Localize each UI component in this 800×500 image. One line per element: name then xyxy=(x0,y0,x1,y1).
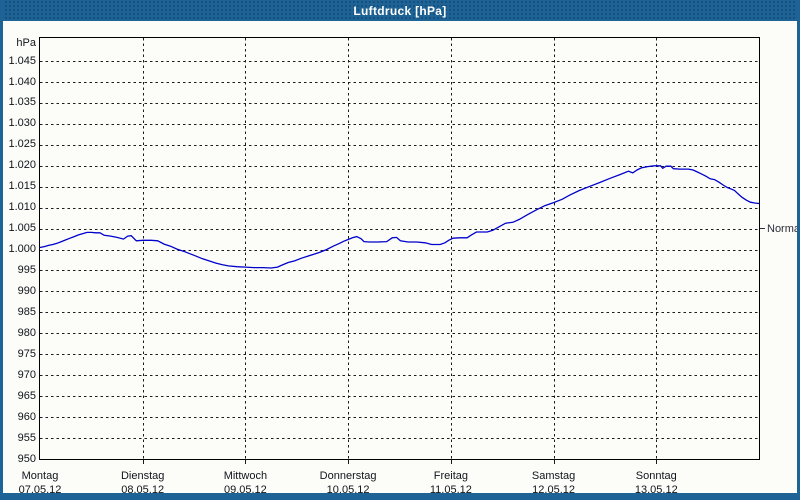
y-tick-label: 960 xyxy=(17,410,36,423)
day-date: 09.05.12 xyxy=(223,484,267,496)
y-tick-label: 1.030 xyxy=(8,117,36,130)
x-day-label: Samstag 12.05.12 xyxy=(499,470,609,496)
x-day-label: Donnerstag 10.05.12 xyxy=(293,470,403,496)
normal-pressure-marker: Normal xyxy=(760,222,800,236)
y-tick-label: 1.010 xyxy=(8,201,36,214)
day-name: Mittwoch xyxy=(223,470,268,482)
day-date: 12.05.12 xyxy=(532,484,575,496)
y-axis-unit-label: hPa xyxy=(16,37,36,49)
y-tick-label: 1.045 xyxy=(8,54,36,67)
x-day-label: Sonntag 13.05.12 xyxy=(601,470,711,496)
y-tick-label: 970 xyxy=(17,368,36,381)
y-tick-label: 985 xyxy=(17,305,36,318)
plot-border xyxy=(39,37,760,460)
y-tick-label: 990 xyxy=(17,284,36,297)
x-day-label: Montag 07.05.12 xyxy=(3,470,95,496)
title-bar: Luftdruck [hPa] xyxy=(3,0,797,21)
x-day-label: Dienstag 08.05.12 xyxy=(88,470,198,496)
x-day-label: Freitag 11.05.12 xyxy=(396,470,506,496)
normal-label: Normal xyxy=(767,222,800,235)
y-tick-label: 950 xyxy=(17,452,36,465)
day-date: 13.05.12 xyxy=(634,484,678,496)
series-luftdruck xyxy=(39,165,760,269)
y-tick-label: 955 xyxy=(17,431,36,444)
y-tick-label: 975 xyxy=(17,347,36,360)
y-tick-label: 995 xyxy=(17,264,36,276)
day-date: 07.05.12 xyxy=(18,484,62,496)
day-name: Sonntag xyxy=(635,470,677,482)
day-name: Dienstag xyxy=(120,470,165,482)
y-tick-label: 1.040 xyxy=(8,75,36,88)
y-tick-label: 1.005 xyxy=(8,222,36,235)
day-name: Montag xyxy=(21,470,59,482)
pressure-line-chart[interactable] xyxy=(39,37,761,464)
x-day-label: Mittwoch 09.05.12 xyxy=(190,470,300,496)
y-tick-label: 965 xyxy=(17,389,36,402)
normal-tick-mark xyxy=(760,228,765,230)
y-tick-label: 1.015 xyxy=(8,180,36,193)
y-tick-label: 1.035 xyxy=(8,96,36,109)
day-date: 11.05.12 xyxy=(429,484,472,496)
window-title: Luftdruck [hPa] xyxy=(353,3,447,18)
day-date: 08.05.12 xyxy=(121,484,165,496)
day-date: 10.05.12 xyxy=(326,484,370,496)
y-tick-label: 1.025 xyxy=(8,138,36,151)
y-tick-label: 1.000 xyxy=(8,243,36,255)
y-tick-label: 1.020 xyxy=(8,159,36,172)
day-name: Samstag xyxy=(531,470,576,482)
y-tick-label: 980 xyxy=(17,326,36,339)
day-name: Donnerstag xyxy=(319,470,377,482)
chart-content: hPa 1.045 1.040 1.035 1.030 1.025 1.020 1.015 1… xyxy=(3,21,797,493)
day-name: Freitag xyxy=(433,470,469,482)
